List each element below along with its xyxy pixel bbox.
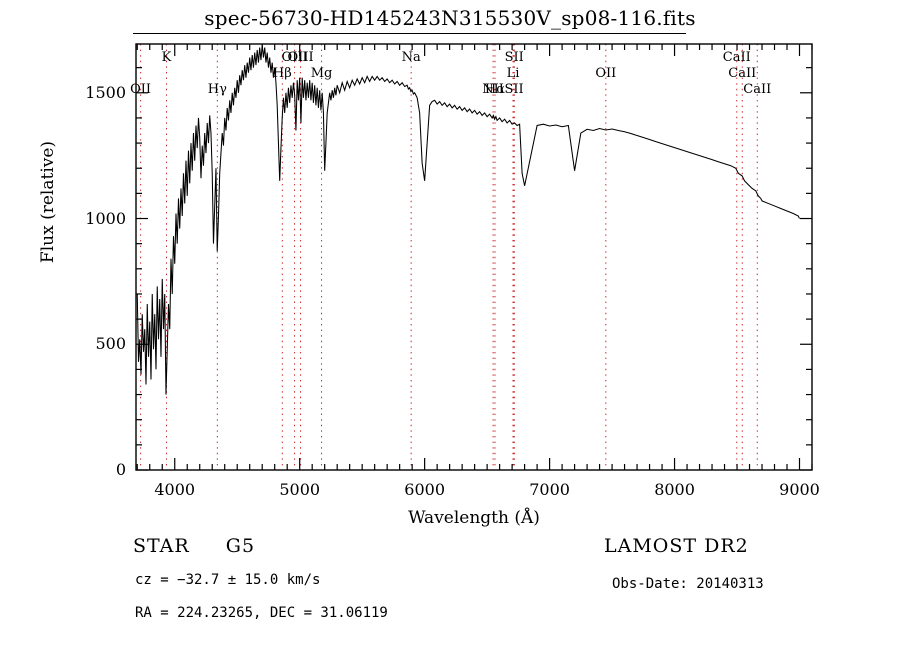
spectral-line-label: OIII (287, 50, 314, 65)
spectral-line-label: CaII (743, 82, 772, 97)
coordinates-value: RA = 224.23265, DEC = 31.06119 (135, 605, 388, 621)
y-tick-label: 500 (95, 334, 126, 354)
spectral-line-label: Li (506, 66, 520, 81)
object-type-label: STAR G5 (133, 535, 255, 557)
y-tick-label: 1500 (85, 82, 126, 102)
y-tick-label: 1000 (85, 208, 126, 228)
plot-frame (135, 43, 813, 471)
spectral-line-label: Hγ (207, 82, 227, 97)
spectral-line-label: OII (595, 66, 617, 81)
x-tick-label: 7000 (529, 480, 570, 499)
x-tick-label: 5000 (279, 480, 321, 499)
spectral-line-label: CaII (728, 66, 757, 81)
spectral-line-label: Hβ (272, 66, 292, 81)
title-underline (133, 33, 686, 34)
page-title: spec-56730-HD145243N315530V_sp08-116.fit… (204, 6, 696, 30)
spectral-line-label: K (161, 50, 172, 65)
spectral-class: G5 (225, 535, 256, 557)
y-tick-label: 0 (115, 460, 126, 479)
x-tick-label: 6000 (404, 480, 445, 499)
x-tick-label: 8000 (654, 480, 695, 499)
spectral-line-label: Hα (484, 82, 506, 97)
x-tick-label: 4000 (154, 480, 196, 499)
axis-ticks (136, 44, 813, 471)
spectral-line-label: Mg (310, 66, 333, 81)
spectral-marker-lines (140, 44, 758, 470)
survey-label: LAMOST DR2 (604, 535, 749, 557)
spectral-line-label: SII (504, 50, 524, 65)
y-axis-label: Flux (relative) (38, 140, 58, 264)
cz-value: cz = −32.7 ± 15.0 km/s (135, 572, 321, 588)
spectral-line-label: CaII (722, 50, 751, 65)
obs-date-label: Obs-Date: 20140313 (612, 576, 764, 592)
x-tick-label: 9000 (779, 480, 820, 499)
spectral-line-label: OIII (281, 50, 308, 65)
x-axis-label: Wavelength (Å) (408, 508, 540, 528)
spectral-line-label: Na (401, 50, 421, 65)
object-type: STAR (133, 535, 190, 557)
spectral-line-label: OII (130, 82, 152, 97)
spectral-line-label: SII (504, 82, 524, 97)
spectrum-trace (136, 44, 800, 395)
spectral-line-label: NII (482, 82, 504, 97)
